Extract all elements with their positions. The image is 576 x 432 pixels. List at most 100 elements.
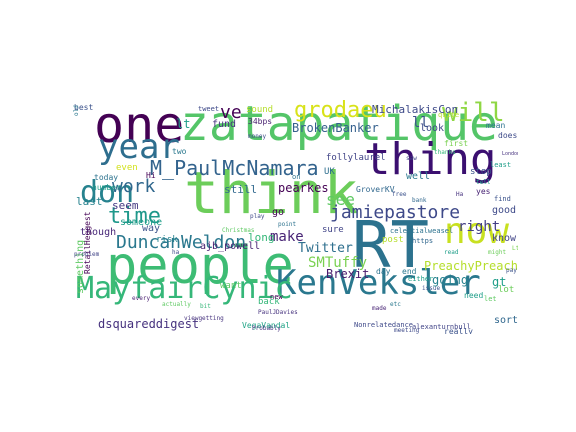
word: fund: [212, 119, 237, 130]
word: meeting: [394, 327, 420, 334]
word: GroverKV: [356, 185, 395, 194]
word: ha: [172, 249, 180, 256]
word: issue: [422, 285, 441, 292]
word: going: [432, 273, 469, 287]
word: now: [444, 211, 510, 252]
word: know: [492, 233, 517, 244]
word: point: [278, 221, 297, 228]
word: best: [74, 103, 94, 112]
word: play: [250, 213, 265, 220]
word: actually: [162, 301, 191, 308]
word: dsquareddigest: [98, 317, 200, 331]
word: ll: [412, 115, 429, 131]
word: either: [408, 275, 434, 283]
word: look: [420, 123, 445, 134]
word: stop: [470, 167, 492, 177]
word: let: [484, 295, 497, 303]
word: SMTuffy: [308, 255, 368, 271]
word: people: [106, 236, 294, 296]
word: ve: [220, 102, 242, 123]
word: saw: [406, 155, 417, 162]
word: least: [490, 161, 512, 169]
word: way: [142, 223, 161, 234]
word: celestialweasel: [390, 227, 454, 235]
word: number: [92, 183, 121, 192]
word-cloud: people think zatapatique one RT thing KenVeksl…: [72, 96, 518, 334]
word: new: [270, 293, 283, 301]
word: two: [172, 147, 187, 156]
word: bit: [200, 303, 211, 310]
word: work: [112, 176, 156, 197]
word: sort: [494, 315, 518, 326]
word: BrokenBanker: [292, 121, 379, 135]
word: day: [376, 267, 391, 276]
word: M_PaulMcNamara: [150, 156, 319, 180]
word: etc: [390, 301, 401, 308]
word: want: [220, 281, 242, 291]
word: still: [224, 183, 258, 196]
word: DuncanWeldon: [116, 232, 247, 253]
word: viewgetting: [184, 315, 224, 322]
word: pearkes: [278, 181, 329, 195]
word: good: [492, 205, 517, 216]
word: thing: [364, 134, 497, 185]
word: long: [248, 231, 275, 244]
word: Brexit: [326, 267, 370, 281]
word: VegaVandal: [242, 321, 291, 330]
word: tell: [476, 179, 491, 186]
word: today: [94, 173, 119, 182]
word: doesn: [498, 131, 518, 140]
word: sure: [322, 225, 344, 235]
word: gt: [492, 275, 507, 289]
word: risk: [156, 235, 178, 245]
word: lt: [176, 117, 191, 131]
word: KenVeksler: [276, 263, 481, 303]
word: someone: [120, 217, 163, 228]
word: need: [464, 291, 484, 300]
word: jamiepastore: [330, 202, 461, 223]
word: PaulJDavies: [258, 309, 298, 316]
word: end: [402, 267, 417, 276]
word: https: [412, 237, 434, 245]
word: free: [392, 191, 407, 198]
word: pay: [506, 267, 517, 274]
word: Twitter: [298, 241, 353, 256]
word: sound: [246, 105, 274, 115]
word: Christmas: [222, 227, 255, 234]
word: lot: [498, 285, 515, 295]
word: 34bps: [248, 117, 273, 126]
word: first: [444, 139, 469, 148]
word: yes: [476, 187, 491, 196]
word: alexanturnbull: [412, 323, 472, 331]
word: last: [76, 195, 103, 208]
word: time: [108, 204, 161, 229]
word: Nonrelatedance: [354, 321, 414, 329]
word: even: [116, 163, 138, 173]
word: thanks: [434, 149, 456, 156]
word: bank: [412, 197, 427, 204]
word: Probably: [252, 325, 281, 332]
word: well: [406, 171, 431, 182]
word: zatapatique: [180, 96, 498, 152]
word: UK: [324, 167, 335, 177]
word: Ha: [456, 191, 464, 198]
word: read: [444, 249, 459, 256]
word: Hi: [146, 171, 156, 180]
word: back: [258, 297, 280, 307]
word: don: [80, 175, 135, 210]
word: problem: [74, 251, 100, 258]
word: PreachyPreach: [424, 259, 518, 273]
word: Lt: [512, 245, 518, 252]
word: London: [502, 151, 518, 157]
word: really: [444, 327, 473, 335]
word: post: [382, 235, 404, 245]
word: on: [292, 173, 301, 181]
word: old: [73, 105, 80, 116]
word: one: [94, 96, 185, 154]
word: will: [442, 98, 505, 128]
word: MichalakisCon: [372, 103, 459, 116]
word: see: [326, 190, 355, 209]
word: money: [248, 133, 267, 140]
word: mean: [486, 121, 506, 130]
